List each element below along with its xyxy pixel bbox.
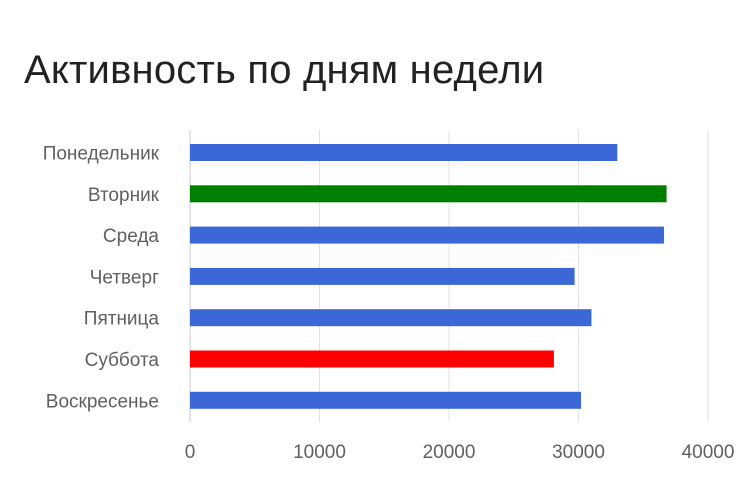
x-tick-label: 10000 — [293, 442, 346, 463]
x-tick-label: 30000 — [552, 442, 605, 463]
bar — [190, 267, 575, 285]
category-label: Среда — [103, 226, 160, 247]
category-labels: Понедельник Вторник Среда Четверг Пятница Суб… — [43, 144, 160, 413]
bar — [190, 350, 554, 368]
category-label: Воскресенье — [46, 391, 159, 412]
bar — [190, 309, 592, 327]
category-label: Вторник — [88, 185, 160, 206]
category-label: Пятница — [84, 309, 160, 330]
x-tick-label: 20000 — [423, 442, 476, 463]
bars — [190, 144, 667, 409]
chart-title: Активность по дням недели — [24, 48, 545, 92]
category-label: Суббота — [85, 350, 160, 371]
x-tick-label: 40000 — [682, 442, 735, 463]
category-label: Четверг — [90, 267, 159, 288]
bar — [190, 391, 582, 409]
bar — [190, 185, 667, 203]
bar — [190, 144, 618, 161]
x-axis-tick-labels: 0 10000 20000 30000 40000 — [185, 442, 735, 463]
x-tick-label: 0 — [185, 442, 196, 463]
category-label: Понедельник — [43, 144, 160, 165]
bar — [190, 226, 664, 244]
